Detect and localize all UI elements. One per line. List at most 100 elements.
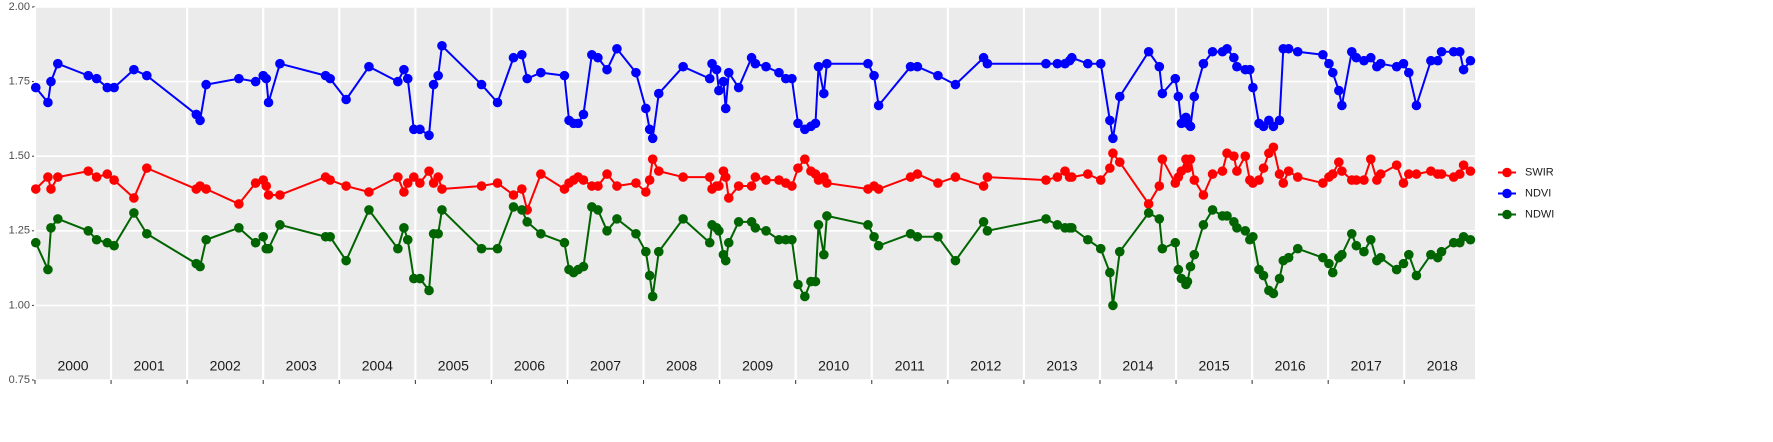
data-point [774,234,784,245]
data-point [1411,100,1422,111]
data-point [714,226,724,236]
data-point [1365,154,1376,164]
data-point [325,231,335,242]
data-point [508,190,519,200]
data-point [1108,300,1118,311]
data-point [364,187,374,197]
data-point [1154,61,1165,72]
data-point [1229,151,1239,161]
data-point [1143,208,1154,218]
data-point [720,255,731,266]
data-point [1337,100,1347,111]
data-point [559,70,570,81]
data-point [774,67,784,78]
x-tick-label: 2017 [1351,358,1382,374]
data-point [1274,273,1285,284]
data-point [750,172,761,182]
data-point [793,163,803,173]
data-point [644,270,655,281]
data-point [53,172,63,182]
data-point [437,205,447,215]
data-point [1173,264,1184,275]
data-point [1327,67,1338,78]
data-point [1173,91,1184,102]
data-point [46,76,56,87]
data-point [492,243,503,254]
data-point [1041,58,1051,69]
x-tick-label: 2012 [970,358,1001,374]
data-point [800,291,810,302]
data-point [1454,46,1465,57]
y-tick-label: 1.50 [9,150,30,162]
data-point [1324,58,1334,69]
data-point [905,61,916,72]
data-point [43,172,53,182]
data-point [1248,82,1258,93]
data-point [1411,270,1422,281]
data-point [522,73,532,84]
data-point [787,234,797,245]
data-point [234,223,244,233]
data-point [711,64,722,75]
data-point [1324,258,1334,269]
data-point [800,154,810,164]
data-point [714,181,724,191]
data-point [53,58,63,69]
data-point [733,217,744,227]
legend-label: NDWI [1525,208,1554,220]
data-point [1334,85,1344,96]
data-point [1365,234,1376,245]
data-point [437,40,447,51]
data-point [793,279,803,290]
data-point [1391,160,1402,170]
data-point [1105,163,1115,173]
data-point [978,181,989,191]
data-point [1375,252,1386,263]
x-tick-label: 2015 [1199,358,1230,374]
data-point [612,181,622,191]
data-point [869,231,879,242]
data-point [1170,73,1181,84]
data-point [578,261,589,272]
data-point [704,172,715,182]
data-point [1337,166,1347,176]
data-point [1143,46,1154,57]
data-point [195,261,205,272]
x-tick-label: 2007 [590,358,621,374]
data-point [647,133,658,144]
data-point [1411,169,1422,179]
data-point [129,208,139,218]
data-point [1067,172,1077,182]
data-point [873,100,884,111]
data-point [612,43,622,54]
data-point [109,240,119,251]
y-tick-label: 1.00 [9,299,30,311]
data-point [1292,243,1303,254]
data-point [234,199,244,209]
data-point [1182,276,1193,287]
x-tick-label: 2001 [134,358,165,374]
data-point [873,240,884,251]
data-point [1083,58,1093,69]
data-point [720,103,731,114]
data-point [129,193,139,203]
data-point [720,172,731,182]
data-point [1465,55,1476,66]
data-point [1154,214,1165,224]
data-point [53,214,63,224]
data-point [517,184,527,194]
data-point [517,205,527,215]
data-point [517,49,527,60]
data-point [201,184,211,194]
data-point [714,85,724,96]
data-point [1108,133,1118,144]
data-point [1114,91,1125,102]
data-point [1458,64,1469,75]
data-point [641,103,651,114]
data-point [1351,175,1362,185]
data-point [1207,169,1218,179]
data-point [393,76,403,87]
data-point [393,172,403,182]
data-point [341,255,351,266]
data-point [275,190,285,200]
